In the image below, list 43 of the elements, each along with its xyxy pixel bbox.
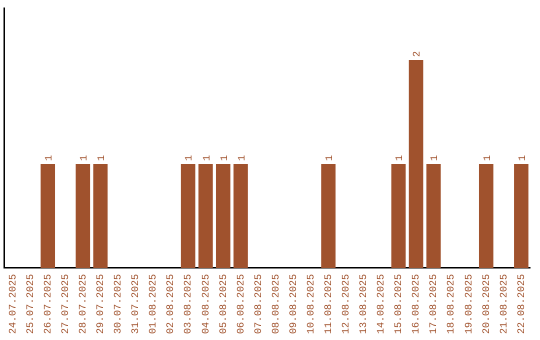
x-tick-label: 29.07.2025: [96, 274, 108, 334]
data-label: 1: [325, 154, 336, 161]
x-tick-label: 02.08.2025: [166, 274, 178, 334]
data-label: 1: [395, 154, 406, 161]
data-label: 1: [184, 154, 196, 161]
x-tick-label: 04.08.2025: [201, 274, 212, 334]
data-label: 1: [202, 154, 214, 161]
data-label: 1: [482, 154, 494, 161]
x-tick-label: 09.08.2025: [288, 274, 300, 334]
x-tick-label: 20.08.2025: [482, 274, 493, 334]
data-label: 1: [80, 154, 91, 161]
data-label: 1: [237, 154, 248, 161]
x-tick-label: 22.08.2025: [516, 274, 528, 334]
x-tick-label: 18.08.2025: [446, 274, 458, 334]
x-tick-label: 11.08.2025: [324, 274, 336, 334]
x-tick-label: 25.07.2025: [26, 274, 37, 334]
data-label: 2: [412, 50, 424, 57]
x-tick-label: 12.08.2025: [342, 274, 353, 334]
data-label: 1: [518, 154, 529, 161]
x-tick-label: 07.08.2025: [254, 274, 265, 334]
x-tick-label: 10.08.2025: [306, 274, 318, 334]
x-tick-label: 27.07.2025: [61, 274, 72, 334]
x-tick-label: 13.08.2025: [359, 274, 370, 334]
x-tick-label: 17.08.2025: [429, 274, 440, 334]
x-tick-label: 24.07.2025: [8, 274, 20, 334]
x-tick-label: 26.07.2025: [43, 274, 54, 334]
x-tick-label: 08.08.2025: [271, 274, 282, 334]
x-tick-label: 28.07.2025: [78, 274, 90, 334]
x-tick-label: 21.08.2025: [499, 274, 510, 334]
x-tick-label: 31.07.2025: [131, 274, 142, 334]
x-tick-label: 15.08.2025: [394, 274, 406, 334]
x-tick-label: 05.08.2025: [218, 274, 230, 334]
x-tick-label: 01.08.2025: [148, 274, 160, 334]
x-tick-label: 14.08.2025: [376, 274, 388, 334]
x-tick-label: 30.07.2025: [114, 274, 125, 334]
data-label: 1: [430, 154, 442, 161]
data-label: 1: [220, 154, 231, 161]
x-tick-label: 03.08.2025: [184, 274, 195, 334]
data-label: 1: [44, 154, 56, 161]
data-label: 1: [97, 154, 108, 161]
x-tick-label: 16.08.2025: [412, 274, 423, 334]
x-tick-label: 06.08.2025: [236, 274, 248, 334]
x-tick-label: 19.08.2025: [464, 274, 476, 334]
